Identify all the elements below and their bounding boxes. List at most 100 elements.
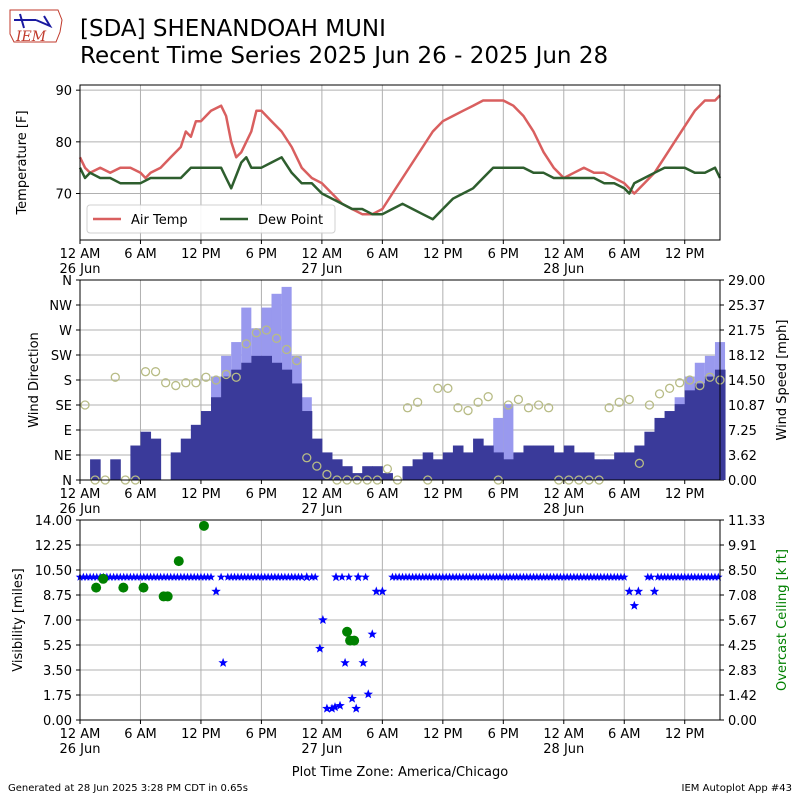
- visibility-point: [344, 572, 353, 581]
- y2-tick-label: 9.91: [728, 539, 757, 554]
- visibility-point: [367, 629, 377, 639]
- visibility-point: [294, 572, 303, 581]
- visibility-point: [240, 572, 249, 581]
- y-tick-label: NE: [54, 449, 72, 464]
- x-tick-label: 6 AM: [124, 487, 157, 502]
- x-tick-label: 6 AM: [366, 727, 399, 742]
- wind-speed-bar: [563, 445, 575, 480]
- visibility-point: [452, 572, 461, 581]
- wind-direction-point: [624, 394, 634, 405]
- visibility-point: [247, 572, 256, 581]
- wind-direction-point: [302, 453, 312, 463]
- x-tick-sublabel: 27 Jun: [301, 262, 342, 277]
- visibility-point: [173, 572, 182, 581]
- visibility-point: [290, 572, 300, 581]
- app-footer: IEM Autoplot App #43: [681, 783, 792, 794]
- wind-direction-point: [533, 400, 544, 410]
- visibility-point: [428, 572, 437, 581]
- visibility-point: [562, 572, 572, 581]
- iem-logo: IEM: [9, 9, 63, 45]
- wind-direction-point: [685, 375, 695, 385]
- x-tick-label: 6 AM: [608, 727, 641, 742]
- wind-direction-point: [675, 378, 685, 388]
- visibility-point: [139, 572, 149, 581]
- visibility-point: [230, 572, 239, 581]
- wind-speed-bar: [442, 452, 454, 480]
- visibility-point: [226, 572, 236, 581]
- visibility-point: [401, 572, 411, 581]
- visibility-point: [179, 572, 189, 581]
- visibility-point: [475, 572, 485, 581]
- y-tick-label: 12.25: [35, 539, 72, 554]
- wind-speed-bar: [553, 452, 565, 480]
- x-tick-label: 6 PM: [488, 727, 519, 742]
- x-tick-label: 12 AM: [60, 727, 101, 742]
- x-tick-label: 12 PM: [423, 727, 463, 742]
- x-axis-timezone-label: Plot Time Zone: America/Chicago: [292, 765, 508, 780]
- wind-direction-point: [201, 372, 211, 382]
- wind-speed-bar: [90, 459, 101, 480]
- visibility-point: [418, 572, 427, 581]
- wind-direction-point: [483, 392, 493, 402]
- wind-direction-point: [281, 344, 292, 355]
- wind-direction-point: [513, 394, 524, 405]
- x-tick-sublabel: 28 Jun: [543, 502, 584, 517]
- visibility-point: [119, 572, 128, 581]
- y2-tick-label: 3.62: [728, 449, 757, 464]
- wind-direction-point: [412, 397, 423, 407]
- ceiling-point: [342, 626, 353, 637]
- x-tick-label: 12 PM: [665, 487, 705, 502]
- visibility-point: [330, 702, 340, 712]
- visibility-point: [153, 572, 162, 581]
- x-tick-label: 12 PM: [181, 247, 221, 262]
- wind-speed-bar: [180, 438, 192, 480]
- chart-title-line-2: Recent Time Series 2025 Jun 26 - 2025 Ju…: [80, 43, 609, 69]
- legend-label-air-temp: Air Temp: [131, 213, 188, 228]
- visibility-point: [273, 572, 283, 581]
- visibility-point: [710, 572, 720, 581]
- legend-box: [86, 204, 336, 234]
- visibility-point: [176, 572, 186, 581]
- visibility-point: [515, 572, 525, 581]
- visibility-point: [411, 572, 421, 581]
- wind-speed-bar: [452, 445, 464, 480]
- wind-speed-bar: [614, 452, 625, 480]
- visibility-point: [670, 572, 679, 581]
- visibility-point: [408, 572, 417, 581]
- visibility-point: [697, 572, 706, 581]
- visibility-point: [431, 572, 441, 581]
- visibility-point: [218, 657, 228, 667]
- visibility-point: [270, 572, 280, 581]
- visibility-point: [163, 572, 172, 581]
- visibility-point: [488, 572, 498, 581]
- visibility-point: [415, 572, 424, 581]
- visibility-point: [122, 572, 132, 581]
- wind-direction-point: [382, 464, 393, 474]
- x-tick-label: 6 PM: [246, 487, 277, 502]
- y-axis-label: Temperature [F]: [15, 110, 30, 215]
- visibility-point: [660, 572, 669, 581]
- ceiling-point: [198, 520, 209, 531]
- visibility-point: [579, 572, 589, 581]
- visibility-point: [263, 572, 273, 581]
- visibility-point: [203, 572, 212, 581]
- visibility-point: [505, 572, 515, 581]
- y2-tick-label: 7.08: [728, 589, 757, 604]
- x-tick-label: 12 AM: [543, 487, 584, 502]
- visibility-point: [455, 572, 464, 581]
- visibility-point: [596, 572, 605, 581]
- wind-speed-bar: [634, 445, 645, 480]
- ceiling-point: [349, 635, 360, 646]
- visibility-point: [237, 572, 246, 581]
- visibility-point: [646, 572, 656, 581]
- visibility-point: [462, 572, 471, 581]
- x-tick-label: 12 AM: [301, 247, 342, 262]
- visibility-point: [690, 572, 700, 581]
- x-tick-sublabel: 28 Jun: [543, 262, 584, 277]
- visibility-point: [315, 643, 325, 653]
- wind-direction-point: [171, 380, 181, 391]
- visibility-point: [495, 572, 505, 581]
- wind-speed-bar: [503, 459, 514, 480]
- x-tick-label: 12 PM: [181, 487, 221, 502]
